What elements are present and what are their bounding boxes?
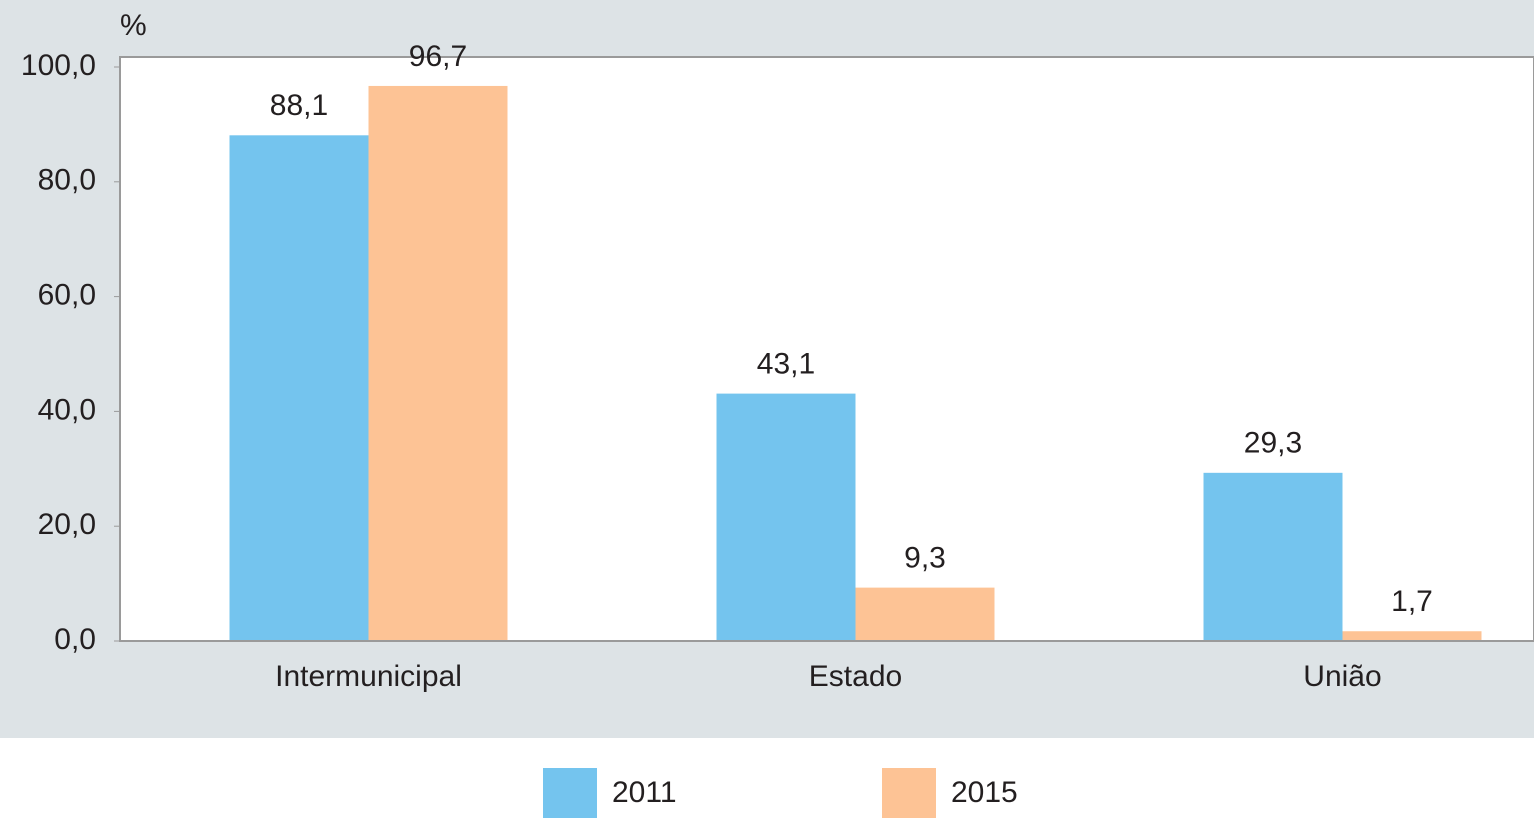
data-label: 43,1 [757,348,815,381]
bar [1342,631,1482,641]
y-tick-label: 60,0 [38,279,96,312]
bar [368,85,508,641]
y-tick-label: 80,0 [38,164,96,197]
data-label: 96,7 [409,40,467,73]
bar [1203,472,1343,641]
bar [716,393,856,641]
y-tick-label: 100,0 [21,49,96,82]
x-tick-label: União [1303,660,1381,693]
x-tick-label: Intermunicipal [275,660,462,693]
bar [229,135,369,641]
y-tick-label: 0,0 [54,623,96,656]
y-tick-label: 20,0 [38,508,96,541]
legend-swatch [882,768,936,818]
data-label: 1,7 [1391,585,1433,618]
x-tick-label: Estado [809,660,902,693]
data-label: 88,1 [270,89,328,122]
legend-label: 2011 [612,776,677,809]
data-label: 29,3 [1244,427,1302,460]
legend-swatch [543,768,597,818]
data-label: 9,3 [904,542,946,575]
bar [855,587,995,641]
y-tick-label: 40,0 [38,393,96,426]
y-axis-label: % [120,9,147,42]
legend-label: 2015 [951,776,1018,809]
